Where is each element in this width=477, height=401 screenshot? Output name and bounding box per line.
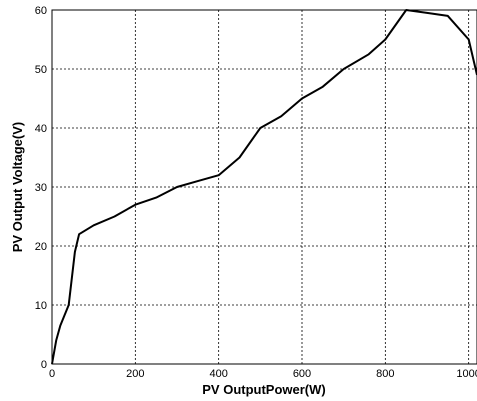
y-tick-label: 60 xyxy=(35,5,47,17)
x-tick-label: 200 xyxy=(126,368,144,380)
x-tick-label: 600 xyxy=(293,368,311,380)
plot-frame xyxy=(51,9,477,365)
y-tick-label: 40 xyxy=(35,123,47,135)
x-tick-label: 400 xyxy=(209,368,227,380)
y-axis-label: PV Output Voltage(V) xyxy=(10,122,25,252)
x-axis-label: PV OutputPower(W) xyxy=(202,382,326,397)
y-tick-label: 10 xyxy=(35,300,47,312)
y-tick-label: 0 xyxy=(41,359,47,371)
series-line xyxy=(51,9,477,365)
x-tick-label: 0 xyxy=(49,368,55,380)
gridlines xyxy=(52,10,477,364)
y-tick-label: 20 xyxy=(35,241,47,253)
y-tick-label: 50 xyxy=(35,64,47,76)
y-tick-label: 30 xyxy=(35,182,47,194)
y-tick-labels: 0 10 20 30 40 50 60 xyxy=(35,5,47,371)
x-tick-label: 800 xyxy=(376,368,394,380)
